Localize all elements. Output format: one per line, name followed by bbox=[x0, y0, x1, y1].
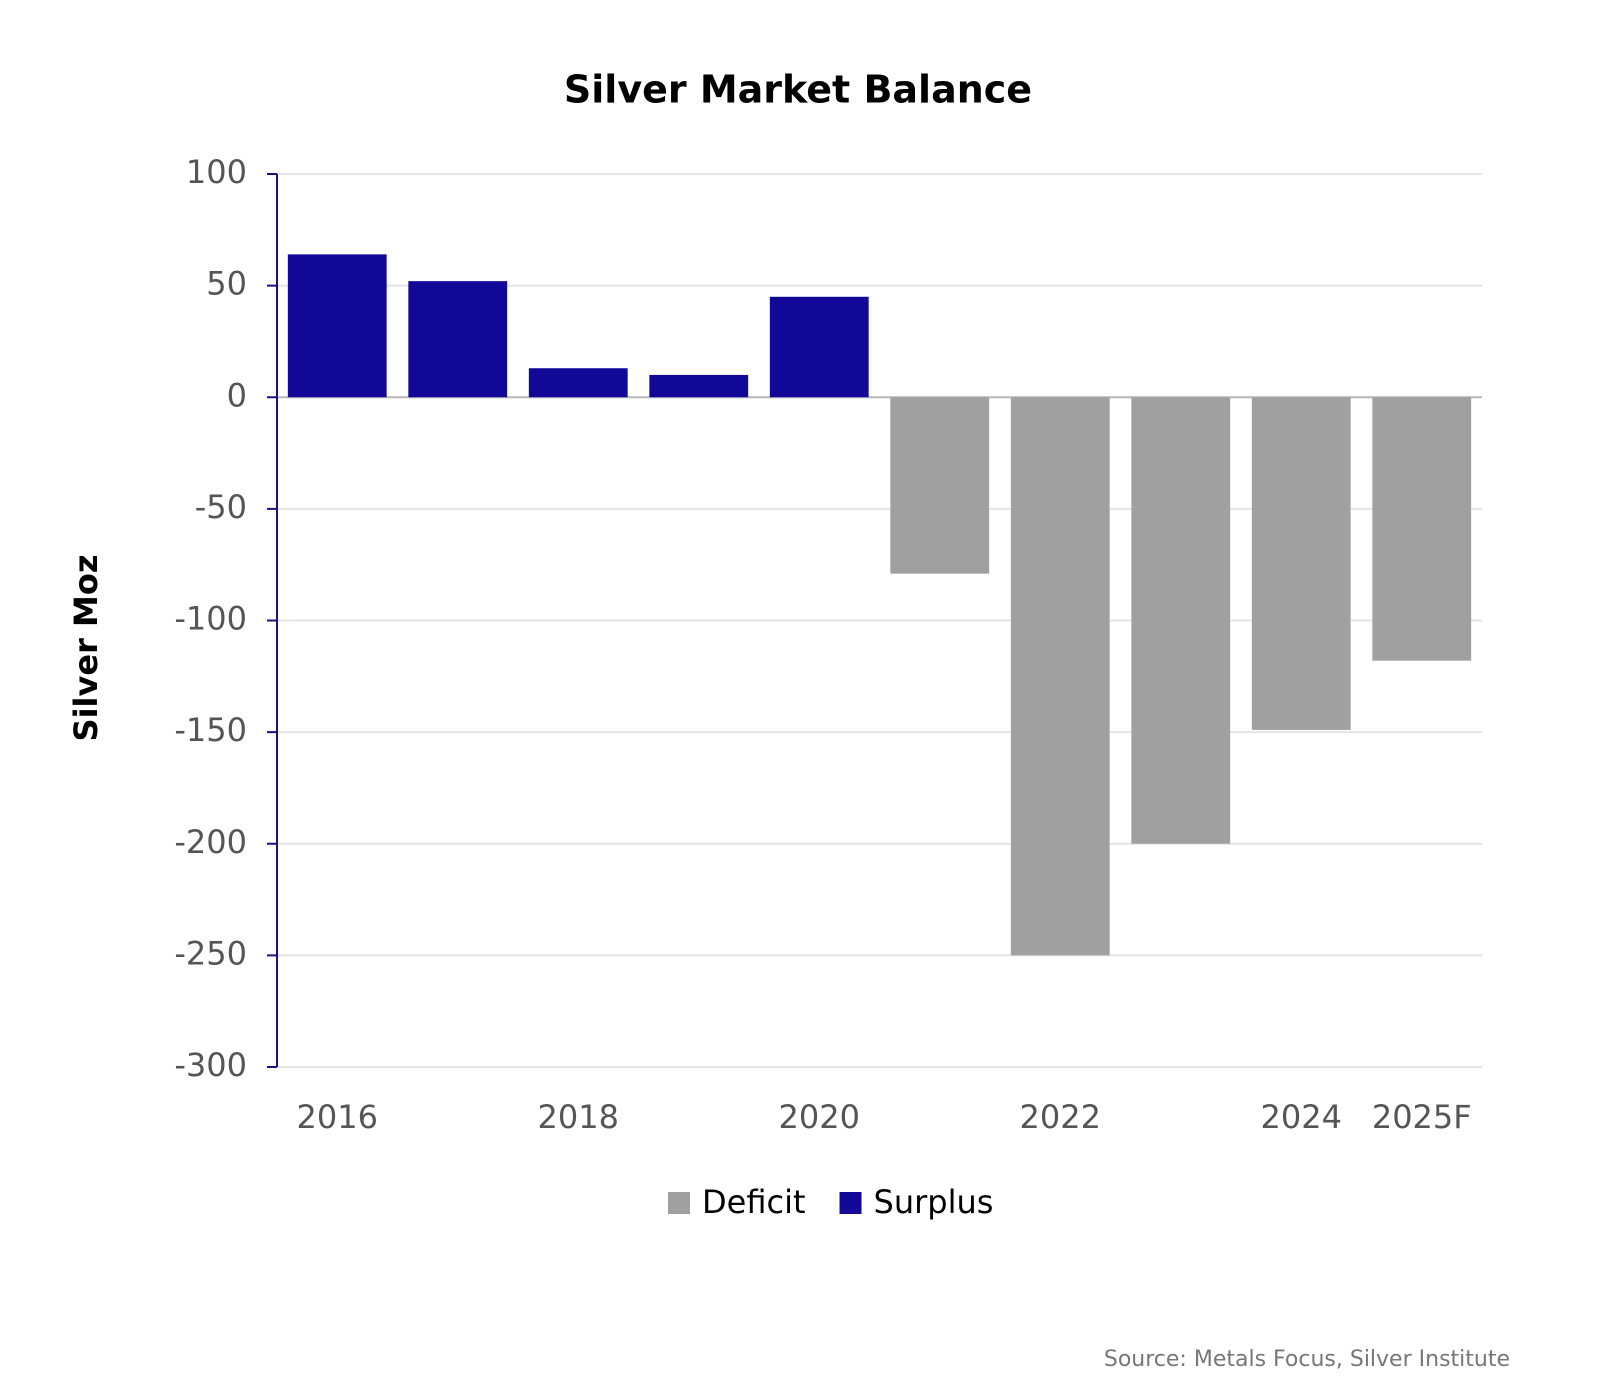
bar bbox=[890, 397, 990, 574]
x-tick-label: 2018 bbox=[538, 1098, 619, 1136]
chart-title: Silver Market Balance bbox=[564, 68, 1032, 112]
y-tick-label: -200 bbox=[174, 823, 247, 861]
x-tick-label: 2022 bbox=[1020, 1098, 1101, 1136]
bar bbox=[1010, 397, 1110, 956]
y-tick-label: 0 bbox=[227, 376, 247, 414]
bar bbox=[287, 254, 387, 398]
x-tick-label: 2024 bbox=[1261, 1098, 1342, 1136]
legend-label: Surplus bbox=[874, 1183, 994, 1221]
y-tick-label: -150 bbox=[174, 711, 247, 749]
legend-swatch bbox=[839, 1192, 862, 1214]
bar bbox=[408, 281, 508, 398]
source-note: Source: Metals Focus, Silver Institute bbox=[1104, 1347, 1510, 1372]
bar bbox=[649, 374, 749, 398]
bar bbox=[1131, 397, 1231, 844]
bar bbox=[1251, 397, 1351, 730]
x-tick-label: 2016 bbox=[297, 1098, 378, 1136]
x-tick-label: 2025F bbox=[1372, 1098, 1472, 1136]
bar bbox=[528, 368, 628, 398]
legend-label: Deficit bbox=[702, 1183, 806, 1221]
y-tick-label: -300 bbox=[174, 1046, 247, 1084]
legend-swatch bbox=[668, 1192, 690, 1214]
y-tick-label: -50 bbox=[195, 488, 247, 526]
y-tick-label: 100 bbox=[186, 153, 247, 191]
bar bbox=[769, 296, 869, 398]
y-tick-label: -100 bbox=[174, 600, 247, 638]
x-tick-label: 2020 bbox=[779, 1098, 860, 1136]
y-axis-label: Silver Moz bbox=[67, 555, 105, 742]
y-tick-label: 50 bbox=[206, 265, 247, 303]
bar bbox=[1372, 397, 1472, 661]
y-tick-label: -250 bbox=[174, 934, 247, 972]
